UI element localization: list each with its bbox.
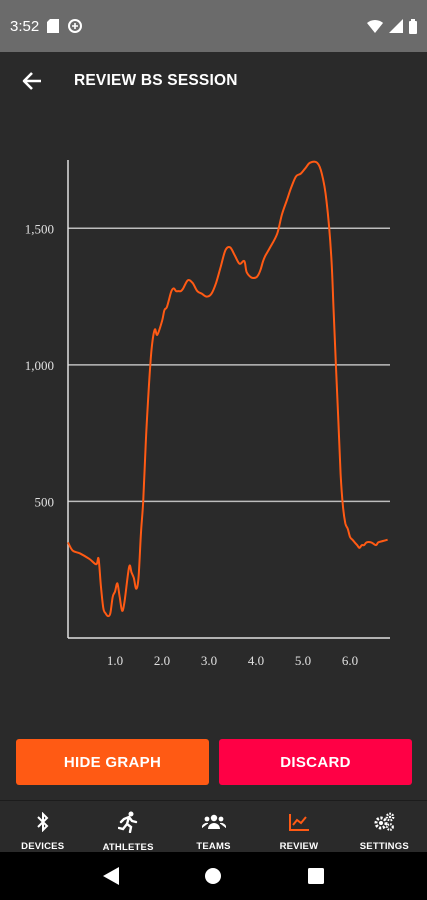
y-tick-label: 500 bbox=[35, 494, 55, 509]
y-tick-label: 1,500 bbox=[25, 221, 54, 236]
nav-label-teams: TEAMS bbox=[196, 841, 231, 852]
signal-icon bbox=[389, 19, 403, 33]
x-tick-label: 1.0 bbox=[107, 653, 123, 668]
bottom-nav: DEVICES ATHLETES TEAMS REVIEW SETTINGS bbox=[0, 800, 427, 853]
gears-icon bbox=[374, 812, 395, 831]
system-back-button[interactable] bbox=[91, 856, 131, 896]
app-bar: REVIEW BS SESSION bbox=[0, 52, 427, 110]
system-nav-bar bbox=[0, 852, 427, 900]
y-tick-label: 1,000 bbox=[25, 358, 54, 373]
system-recents-button[interactable] bbox=[296, 856, 336, 896]
nav-label-devices: DEVICES bbox=[21, 841, 65, 852]
back-button[interactable] bbox=[0, 52, 60, 110]
battery-icon bbox=[409, 18, 417, 34]
status-time: 3:52 bbox=[10, 17, 40, 35]
x-tick-label: 4.0 bbox=[248, 653, 264, 668]
status-right bbox=[367, 18, 417, 34]
chart-axes bbox=[67, 160, 390, 639]
x-axis-ticks: 1.0 2.0 3.0 4.0 5.0 6.0 bbox=[107, 653, 358, 668]
nav-devices[interactable]: DEVICES bbox=[0, 801, 85, 852]
nav-teams[interactable]: TEAMS bbox=[171, 801, 256, 852]
page-title: REVIEW BS SESSION bbox=[74, 72, 238, 89]
chart-grid bbox=[68, 227, 390, 503]
session-chart: 500 1,000 1,500 1.0 2.0 3.0 4.0 5.0 6.0 bbox=[25, 160, 390, 668]
back-triangle-icon bbox=[103, 867, 120, 885]
x-tick-label: 5.0 bbox=[295, 653, 311, 668]
status-left: 3:52 bbox=[10, 18, 83, 35]
bluetooth-icon bbox=[36, 811, 49, 832]
nav-athletes[interactable]: ATHLETES bbox=[85, 801, 170, 853]
nav-review[interactable]: REVIEW bbox=[256, 801, 341, 852]
nav-label-review: REVIEW bbox=[279, 841, 319, 852]
wifi-icon bbox=[367, 19, 383, 33]
series-line bbox=[67, 160, 388, 618]
data-saver-icon bbox=[68, 19, 83, 33]
arrow-back-icon bbox=[22, 72, 41, 90]
group-icon bbox=[201, 814, 226, 829]
runner-icon bbox=[118, 811, 138, 833]
system-home-button[interactable] bbox=[193, 856, 233, 896]
y-axis-ticks: 500 1,000 1,500 bbox=[25, 221, 54, 509]
nav-label-settings: SETTINGS bbox=[359, 841, 409, 852]
x-tick-label: 2.0 bbox=[154, 653, 170, 668]
sd-card-icon bbox=[47, 19, 60, 33]
nav-settings[interactable]: SETTINGS bbox=[342, 801, 427, 852]
x-tick-label: 6.0 bbox=[342, 653, 358, 668]
hide-graph-button[interactable]: HIDE GRAPH bbox=[16, 739, 209, 785]
nav-label-athletes: ATHLETES bbox=[102, 842, 154, 853]
status-bar: 3:52 bbox=[0, 0, 427, 52]
x-tick-label: 3.0 bbox=[201, 653, 217, 668]
chart-icon bbox=[288, 813, 309, 831]
discard-button[interactable]: DISCARD bbox=[219, 739, 412, 785]
home-circle-icon bbox=[205, 868, 222, 884]
recents-square-icon bbox=[307, 868, 324, 884]
